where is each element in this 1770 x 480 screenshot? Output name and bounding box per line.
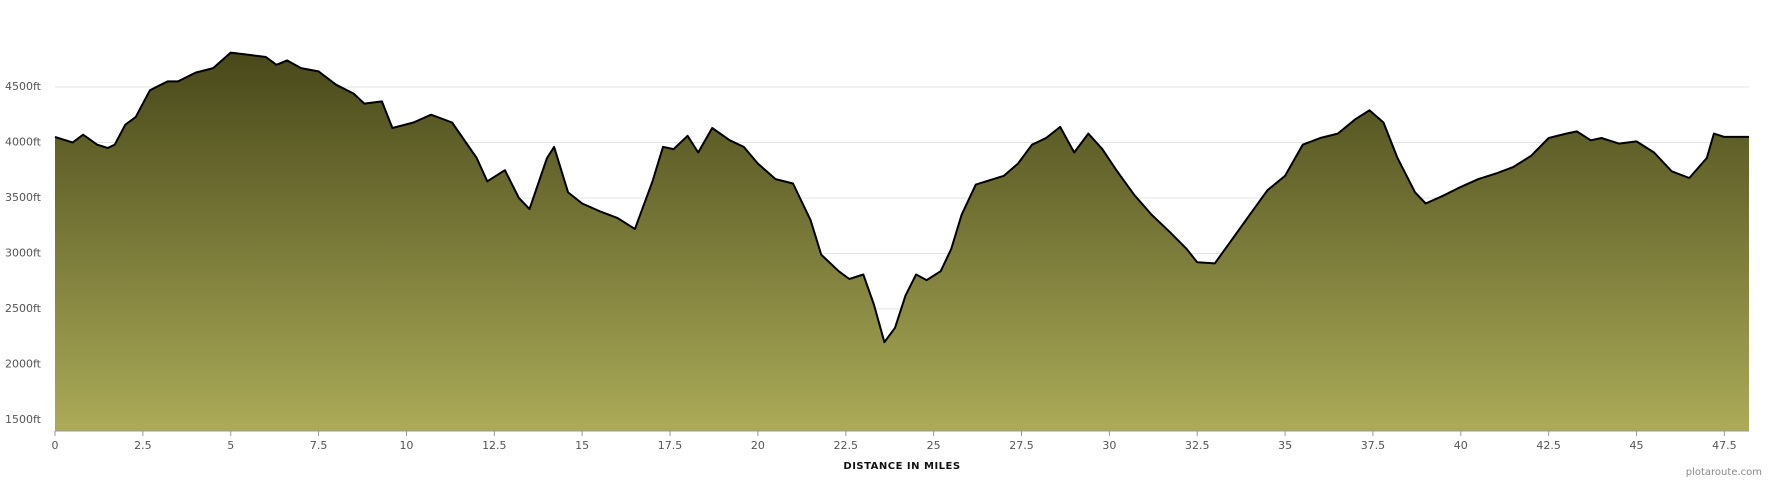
y-tick-label: 4500ft	[5, 80, 42, 93]
x-tick-label: 10	[399, 439, 413, 452]
x-tick-label: 7.5	[310, 439, 328, 452]
x-tick-label: 5	[227, 439, 234, 452]
y-tick-label: 1500ft	[5, 413, 42, 426]
area-fill	[55, 52, 1749, 431]
y-tick-label: 2500ft	[5, 302, 42, 315]
y-tick-label: 2000ft	[5, 357, 42, 370]
x-tick-label: 30	[1102, 439, 1116, 452]
x-tick-label: 22.5	[834, 439, 859, 452]
y-tick-label: 4000ft	[5, 135, 42, 148]
x-tick-label: 0	[52, 439, 59, 452]
x-tick-label: 37.5	[1361, 439, 1386, 452]
credit: plotaroute.com	[1686, 467, 1762, 478]
y-tick-label: 3500ft	[5, 191, 42, 204]
x-tick-label: 47.5	[1712, 439, 1737, 452]
x-tick-label: 32.5	[1185, 439, 1210, 452]
x-tick-label: 25	[927, 439, 941, 452]
x-tick-label: 35	[1278, 439, 1292, 452]
x-tick-label: 2.5	[134, 439, 152, 452]
y-tick-label: 3000ft	[5, 246, 42, 259]
x-tick-label: 42.5	[1536, 439, 1561, 452]
x-tick-label: 20	[751, 439, 765, 452]
x-tick-label: 40	[1454, 439, 1468, 452]
x-tick-label: 17.5	[658, 439, 683, 452]
x-tick-label: 15	[575, 439, 589, 452]
x-tick-label: 45	[1630, 439, 1644, 452]
x-tick-label: 12.5	[482, 439, 507, 452]
x-axis-title: DISTANCE IN MILES	[843, 461, 960, 472]
elevation-line	[54, 51, 1749, 344]
x-tick-label: 27.5	[1009, 439, 1034, 452]
